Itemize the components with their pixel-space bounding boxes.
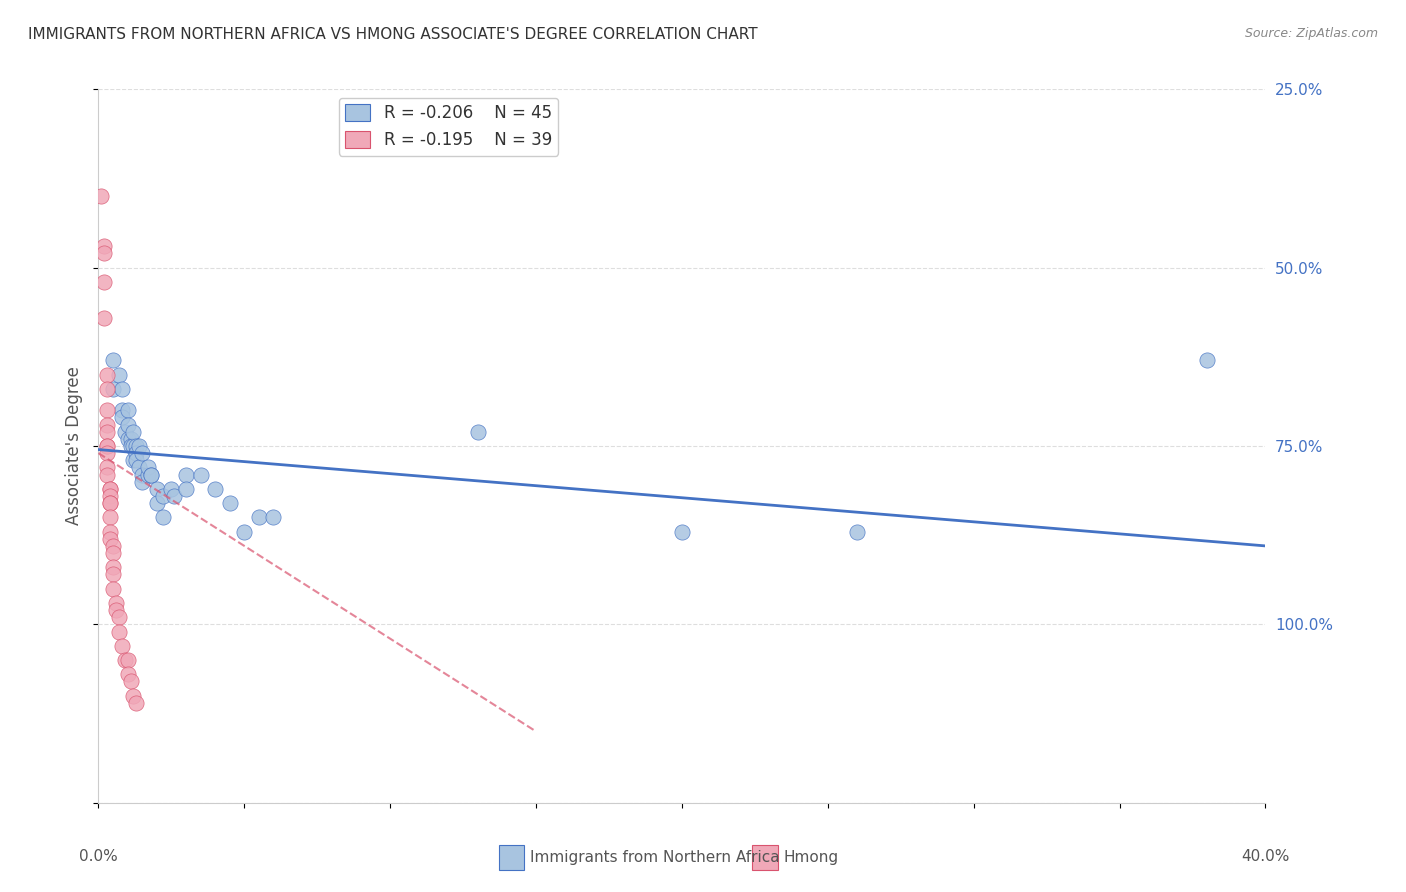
Point [136, 460, 159, 475]
Point [96, 439, 118, 453]
Point [96, 403, 118, 417]
Point [218, 496, 240, 510]
Point [163, 489, 186, 503]
Point [101, 539, 124, 553]
Point [117, 653, 139, 667]
Point [128, 460, 150, 475]
Point [114, 653, 136, 667]
Point [128, 439, 150, 453]
Point [111, 410, 134, 425]
Point [120, 674, 142, 689]
Point [96, 460, 118, 475]
Text: Immigrants from Northern Africa: Immigrants from Northern Africa [530, 850, 780, 864]
Y-axis label: Associate's Degree: Associate's Degree [65, 367, 83, 525]
Point [96, 467, 118, 482]
Point [101, 382, 124, 396]
Point [93, 239, 115, 253]
Point [122, 453, 145, 467]
Point [122, 689, 145, 703]
Point [98, 524, 121, 539]
Point [122, 425, 145, 439]
Point [125, 446, 148, 460]
Point [139, 467, 162, 482]
Text: IMMIGRANTS FROM NORTHERN AFRICA VS HMONG ASSOCIATE'S DEGREE CORRELATION CHART: IMMIGRANTS FROM NORTHERN AFRICA VS HMONG… [28, 27, 758, 42]
Point [96, 439, 118, 453]
Point [131, 467, 153, 482]
Point [160, 482, 183, 496]
Point [131, 446, 153, 460]
Point [111, 639, 134, 653]
Point [98, 532, 121, 546]
Point [262, 510, 284, 524]
Point [846, 524, 869, 539]
Point [117, 403, 139, 417]
Point [98, 489, 121, 503]
Point [233, 524, 256, 539]
Point [93, 275, 115, 289]
Point [1195, 353, 1218, 368]
Point [101, 567, 124, 582]
Point [125, 696, 148, 710]
Point [120, 439, 142, 453]
Point [117, 432, 139, 446]
Point [152, 510, 174, 524]
Point [146, 482, 169, 496]
Point [108, 624, 131, 639]
Point [101, 546, 124, 560]
Text: 0.0%: 0.0% [79, 849, 118, 863]
Point [114, 425, 136, 439]
Point [671, 524, 693, 539]
Point [136, 467, 159, 482]
Point [101, 582, 124, 596]
Point [90, 189, 112, 203]
Point [104, 596, 127, 610]
Point [98, 482, 121, 496]
Point [98, 510, 121, 524]
Point [98, 496, 121, 510]
Point [96, 425, 118, 439]
Point [111, 403, 134, 417]
Text: Source: ZipAtlas.com: Source: ZipAtlas.com [1244, 27, 1378, 40]
Point [120, 432, 142, 446]
Point [108, 368, 131, 382]
Point [117, 667, 139, 681]
Point [111, 382, 134, 396]
Point [139, 467, 162, 482]
Point [146, 496, 169, 510]
Point [93, 246, 115, 260]
Point [125, 453, 148, 467]
Point [117, 417, 139, 432]
Point [122, 439, 145, 453]
Point [125, 439, 148, 453]
Point [93, 310, 115, 325]
Text: Hmong: Hmong [783, 850, 838, 864]
Point [108, 610, 131, 624]
Point [96, 382, 118, 396]
Point [98, 496, 121, 510]
Point [190, 467, 212, 482]
Legend: R = -0.206    N = 45, R = -0.195    N = 39: R = -0.206 N = 45, R = -0.195 N = 39 [339, 97, 558, 155]
Point [96, 446, 118, 460]
Point [152, 489, 174, 503]
Point [101, 560, 124, 574]
Point [96, 368, 118, 382]
Point [101, 353, 124, 368]
Point [131, 475, 153, 489]
Point [98, 482, 121, 496]
Point [104, 603, 127, 617]
Text: 40.0%: 40.0% [1241, 849, 1289, 863]
Point [96, 417, 118, 432]
Point [174, 482, 197, 496]
Point [247, 510, 270, 524]
Point [174, 467, 197, 482]
Point [467, 425, 489, 439]
Point [204, 482, 226, 496]
